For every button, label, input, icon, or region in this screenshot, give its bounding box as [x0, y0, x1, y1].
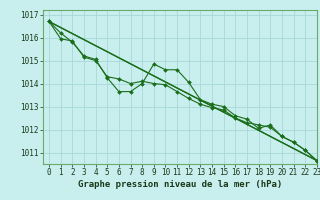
X-axis label: Graphe pression niveau de la mer (hPa): Graphe pression niveau de la mer (hPa) — [78, 180, 282, 189]
